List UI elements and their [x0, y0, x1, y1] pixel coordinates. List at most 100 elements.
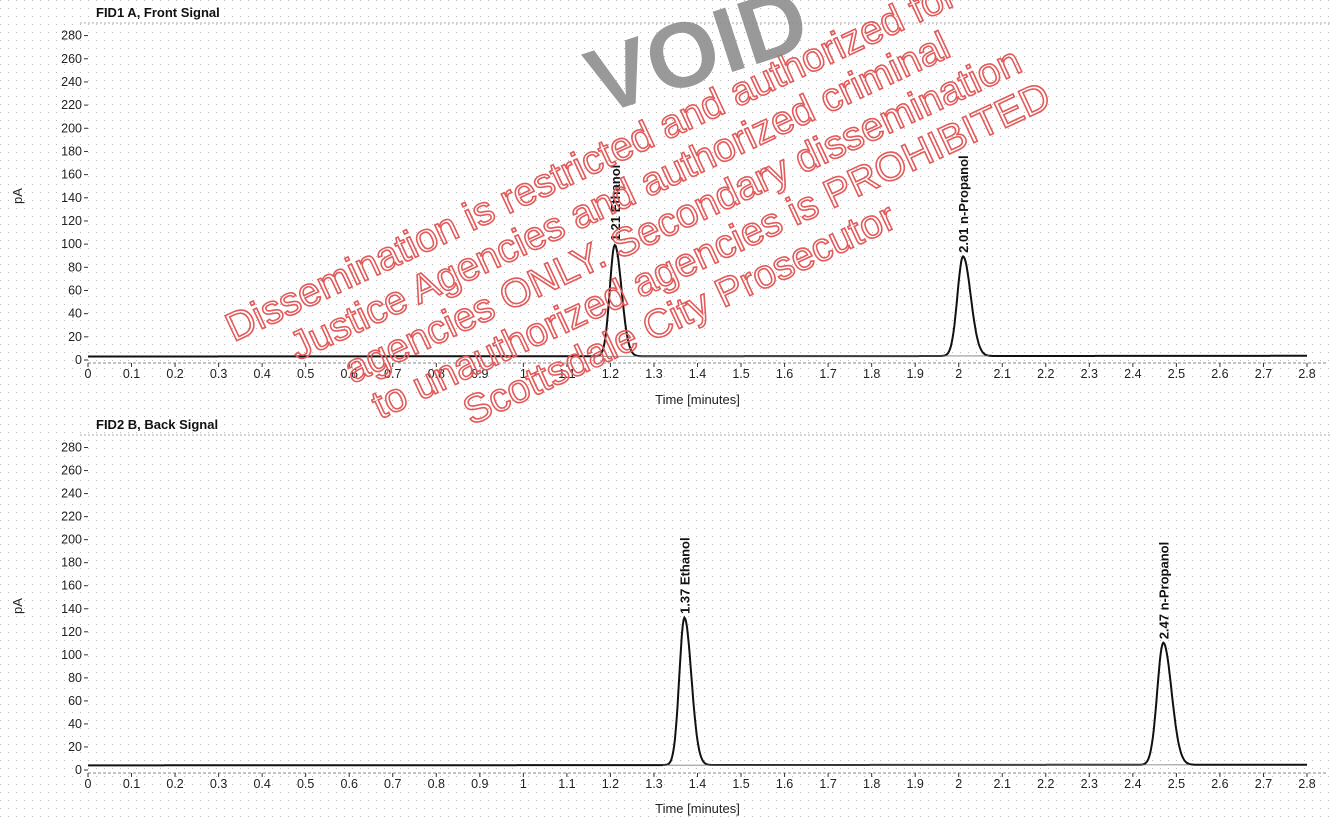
x-tick-label: 1.4	[689, 777, 706, 791]
y-tick-label: 20	[68, 740, 82, 754]
x-tick-label: 2.8	[1298, 367, 1315, 381]
y-tick-label: 280	[61, 441, 82, 455]
y-tick-label: 140	[61, 191, 82, 205]
x-tick-label: 0.5	[297, 777, 314, 791]
y-tick-label: 260	[61, 464, 82, 478]
x-tick-label: 1	[520, 367, 527, 381]
x-tick-label: 0	[85, 777, 92, 791]
x-tick-label: 2.3	[1081, 367, 1098, 381]
y-axis-label: pA	[10, 188, 25, 204]
x-tick-label: 2.7	[1255, 367, 1272, 381]
y-tick-label: 160	[61, 579, 82, 593]
x-tick-label: 1.3	[645, 777, 662, 791]
x-tick-label: 2.5	[1168, 777, 1185, 791]
x-tick-label: 1.1	[558, 367, 575, 381]
x-tick-label: 2.2	[1037, 777, 1054, 791]
x-tick-label: 0.8	[428, 777, 445, 791]
peak-label: 2.47 n-Propanol	[1156, 542, 1171, 640]
y-tick-label: 40	[68, 307, 82, 321]
x-tick-label: 1.8	[863, 777, 880, 791]
x-tick-label: 1.8	[863, 367, 880, 381]
x-tick-label: 0.4	[253, 777, 270, 791]
y-tick-label: 120	[61, 625, 82, 639]
x-tick-label: 0.6	[341, 367, 358, 381]
y-tick-label: 60	[68, 283, 82, 297]
x-axis-label: Time [minutes]	[655, 392, 740, 407]
y-tick-label: 280	[61, 29, 82, 43]
x-tick-label: 2.6	[1211, 777, 1228, 791]
x-tick-label: 2	[955, 367, 962, 381]
x-tick-label: 1.6	[776, 367, 793, 381]
y-tick-label: 220	[61, 510, 82, 524]
y-tick-label: 140	[61, 602, 82, 616]
peak-label: 2.01 n-Propanol	[956, 155, 971, 253]
chart-title: FID1 A, Front Signal	[96, 5, 220, 20]
peak-label: 1.37 Ethanol	[677, 537, 692, 614]
y-tick-label: 100	[61, 237, 82, 251]
y-tick-label: 260	[61, 52, 82, 66]
x-tick-label: 2.4	[1124, 367, 1141, 381]
x-tick-label: 0.6	[341, 777, 358, 791]
x-tick-label: 1.9	[906, 777, 923, 791]
x-tick-label: 1	[520, 777, 527, 791]
peak-label: 1.21 Ethanol	[608, 165, 623, 242]
y-tick-label: 200	[61, 121, 82, 135]
x-tick-label: 0.2	[166, 777, 183, 791]
x-tick-label: 2.7	[1255, 777, 1272, 791]
x-tick-label: 2.8	[1298, 777, 1315, 791]
x-tick-label: 0.5	[297, 367, 314, 381]
x-tick-label: 1.9	[906, 367, 923, 381]
x-tick-label: 0.4	[253, 367, 270, 381]
x-tick-label: 2.1	[994, 777, 1011, 791]
x-tick-label: 0.8	[428, 367, 445, 381]
x-tick-label: 2.6	[1211, 367, 1228, 381]
y-tick-label: 0	[75, 353, 82, 367]
x-tick-label: 1.7	[819, 367, 836, 381]
back-signal-panel: FID2 B, Back Signal020406080100120140160…	[10, 417, 1332, 816]
y-tick-label: 220	[61, 98, 82, 112]
x-tick-label: 2.5	[1168, 367, 1185, 381]
y-tick-label: 180	[61, 144, 82, 158]
y-tick-label: 240	[61, 487, 82, 501]
y-tick-label: 20	[68, 330, 82, 344]
x-tick-label: 1.2	[602, 777, 619, 791]
x-tick-label: 2.2	[1037, 367, 1054, 381]
x-tick-label: 0.3	[210, 777, 227, 791]
x-tick-label: 1.3	[645, 367, 662, 381]
x-tick-label: 0.1	[123, 367, 140, 381]
x-tick-label: 2.3	[1081, 777, 1098, 791]
x-tick-label: 0.9	[471, 367, 488, 381]
x-tick-label: 2	[955, 777, 962, 791]
y-tick-label: 40	[68, 717, 82, 731]
x-tick-label: 0.2	[166, 367, 183, 381]
y-tick-label: 160	[61, 168, 82, 182]
y-axis-label: pA	[10, 598, 25, 614]
x-tick-label: 0.9	[471, 777, 488, 791]
y-tick-label: 200	[61, 533, 82, 547]
y-tick-label: 180	[61, 556, 82, 570]
front-signal-panel: FID1 A, Front Signal02040608010012014016…	[10, 5, 1332, 407]
chart-title: FID2 B, Back Signal	[96, 417, 218, 432]
x-tick-label: 0.3	[210, 367, 227, 381]
x-tick-label: 1.1	[558, 777, 575, 791]
y-tick-label: 60	[68, 694, 82, 708]
x-tick-label: 1.6	[776, 777, 793, 791]
x-tick-label: 2.1	[994, 367, 1011, 381]
x-tick-label: 2.4	[1124, 777, 1141, 791]
x-tick-label: 0.7	[384, 777, 401, 791]
y-tick-label: 120	[61, 214, 82, 228]
x-tick-label: 1.2	[602, 367, 619, 381]
x-tick-label: 1.5	[732, 777, 749, 791]
x-tick-label: 1.7	[819, 777, 836, 791]
x-tick-label: 1.5	[732, 367, 749, 381]
x-tick-label: 0.7	[384, 367, 401, 381]
y-tick-label: 0	[75, 763, 82, 777]
x-tick-label: 0	[85, 367, 92, 381]
y-tick-label: 80	[68, 260, 82, 274]
x-tick-label: 0.1	[123, 777, 140, 791]
y-tick-label: 80	[68, 671, 82, 685]
y-tick-label: 240	[61, 75, 82, 89]
x-tick-label: 1.4	[689, 367, 706, 381]
